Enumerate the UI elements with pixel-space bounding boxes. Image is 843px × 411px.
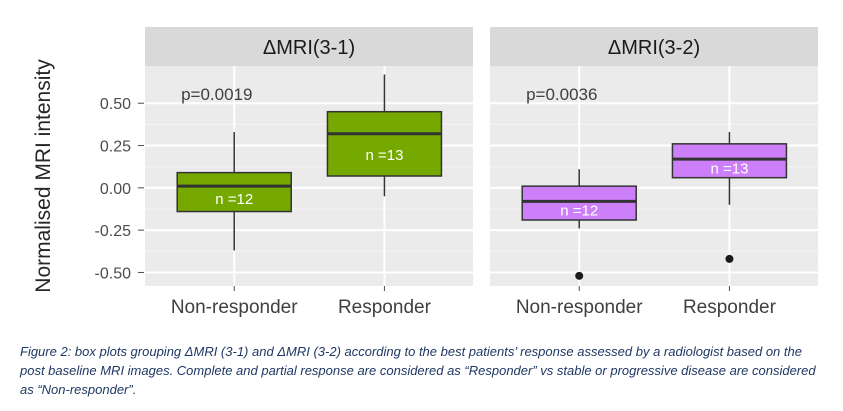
y-tick-label: 0.25	[100, 139, 131, 156]
box-count-label: n =12	[215, 191, 253, 208]
outlier-point	[725, 254, 734, 263]
box-count-label: n =12	[560, 203, 598, 220]
facet-strip	[145, 27, 473, 66]
box	[521, 185, 637, 221]
x-tick-label: Responder	[683, 297, 777, 318]
facet-strip	[490, 27, 818, 66]
y-tick-label: -0.50	[95, 265, 132, 282]
box-count-label: n =13	[710, 160, 748, 177]
box	[671, 143, 788, 179]
y-tick-label: -0.25	[95, 223, 132, 240]
x-tick-label: Non-responder	[516, 297, 643, 318]
box-plot-figure: Normalised MRI intensity -0.50 -0.25 0.00 0.…	[32, 27, 818, 318]
x-tick-label: Non-responder	[171, 297, 298, 318]
p-value-annotation: p=0.0036	[526, 85, 597, 104]
box	[176, 171, 292, 213]
box	[326, 110, 443, 177]
box-count-label: n =13	[365, 147, 403, 164]
facet-title: ΔMRI(3-1)	[263, 37, 355, 59]
x-tick-label: Responder	[338, 297, 432, 318]
p-value-annotation: p=0.0019	[181, 85, 252, 104]
y-tick-label: 0.50	[100, 96, 131, 113]
outlier-point	[575, 271, 584, 280]
y-axis-title: Normalised MRI intensity	[32, 59, 55, 293]
facet-title: ΔMRI(3-2)	[608, 37, 700, 59]
y-tick-label: 0.00	[100, 181, 131, 198]
figure-caption: Figure 2: box plots grouping ΔMRI (3-1) …	[20, 344, 816, 397]
